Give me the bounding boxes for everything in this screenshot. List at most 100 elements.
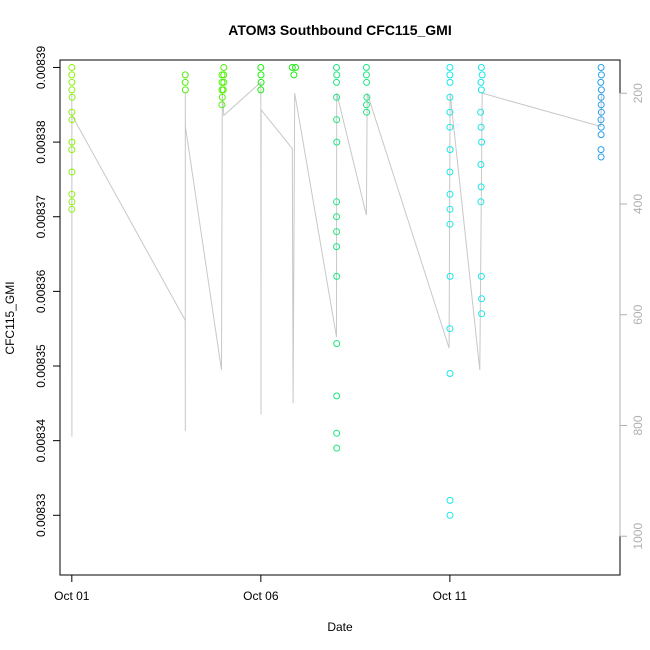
data-point (333, 64, 340, 71)
y-axis: 0.00833 0.00834 0.00835 0.00836 0.00837 0.008… (34, 45, 61, 537)
flight-track-layer (71, 81, 602, 437)
data-point (446, 108, 454, 116)
series-6 (597, 64, 605, 161)
series-4 (333, 64, 371, 452)
data-point (68, 64, 76, 71)
y-tick-label: 0.00836 (34, 269, 48, 313)
data-point (597, 101, 605, 109)
data-point (477, 161, 485, 168)
data-point (333, 213, 341, 221)
data-point (333, 392, 341, 400)
y2-tick-label: 800 (631, 415, 645, 435)
data-point (446, 220, 454, 228)
data-point (333, 138, 341, 146)
data-point (446, 64, 454, 71)
data-point (477, 183, 485, 191)
data-point (597, 71, 605, 79)
data-point (68, 190, 76, 198)
data-point (220, 71, 228, 79)
data-point (333, 198, 341, 206)
x-tick-label: Oct 06 (243, 589, 279, 603)
data-point (218, 101, 226, 109)
data-point (477, 198, 485, 206)
data-point (363, 78, 371, 86)
data-point (597, 123, 605, 131)
data-point (257, 64, 265, 71)
data-point (362, 64, 370, 71)
data-point (446, 511, 454, 519)
data-point (181, 86, 189, 94)
data-point (597, 131, 605, 139)
data-point (333, 93, 341, 101)
data-point (257, 78, 265, 86)
data-point (333, 429, 341, 437)
x-tick-label: Oct 11 (433, 589, 468, 603)
data-point (68, 116, 76, 124)
chart-title: ATOM3 Southbound CFC115_GMI (228, 22, 452, 38)
x-axis: Oct 01 Oct 06 Oct 11 (54, 574, 468, 603)
data-point (181, 71, 189, 79)
y-tick-label: 0.00835 (34, 344, 48, 388)
data-point (68, 93, 76, 101)
y2-tick-label: 400 (631, 194, 645, 214)
y2-tick-label: 1000 (631, 523, 645, 550)
data-point (478, 138, 486, 146)
data-point (446, 496, 454, 504)
data-point (68, 108, 76, 116)
data-point (446, 146, 454, 154)
data-point (219, 86, 227, 94)
y-tick-label: 0.00839 (34, 45, 48, 89)
data-point (333, 340, 341, 348)
data-point (333, 228, 341, 236)
data-point (597, 146, 605, 154)
data-point (181, 78, 189, 86)
y-axis-label: CFC115_GMI (3, 281, 17, 354)
data-point (446, 325, 454, 333)
data-point (477, 78, 485, 86)
data-point (257, 86, 265, 94)
data-point (363, 93, 371, 101)
data-point (220, 78, 228, 86)
x-axis-label: Date (327, 620, 353, 634)
data-point (363, 101, 370, 109)
data-point (478, 71, 486, 79)
data-point (446, 78, 454, 86)
series-1 (68, 64, 76, 213)
y-tick-label: 0.00833 (34, 493, 48, 537)
data-point (333, 71, 341, 79)
data-point (446, 272, 454, 280)
data-point (597, 108, 605, 116)
y-tick-label: 0.00834 (34, 419, 48, 463)
data-point (597, 153, 605, 161)
data-point (477, 272, 485, 280)
data-point (477, 123, 485, 131)
x-tick-label: Oct 01 (54, 589, 90, 603)
data-point (68, 146, 76, 154)
data-point (68, 205, 76, 213)
y-tick-label: 0.00837 (34, 195, 48, 239)
data-point (597, 64, 605, 71)
data-point (446, 205, 454, 213)
series-3 (257, 64, 299, 94)
data-point (446, 93, 454, 101)
data-point (68, 86, 76, 94)
data-point (333, 243, 341, 251)
series-2 (181, 64, 228, 109)
data-point (68, 198, 76, 206)
data-point (477, 86, 485, 94)
data-point (333, 272, 341, 280)
series-5 (446, 64, 486, 519)
data-point (446, 370, 454, 377)
data-point (333, 78, 340, 86)
data-point (68, 138, 76, 146)
data-point (446, 168, 454, 176)
data-point (477, 64, 485, 71)
data-point (362, 71, 370, 79)
data-point (363, 108, 371, 116)
data-point (220, 64, 228, 71)
data-point (333, 444, 341, 452)
data-point (477, 108, 485, 116)
data-point (218, 93, 226, 101)
data-point (333, 116, 341, 124)
